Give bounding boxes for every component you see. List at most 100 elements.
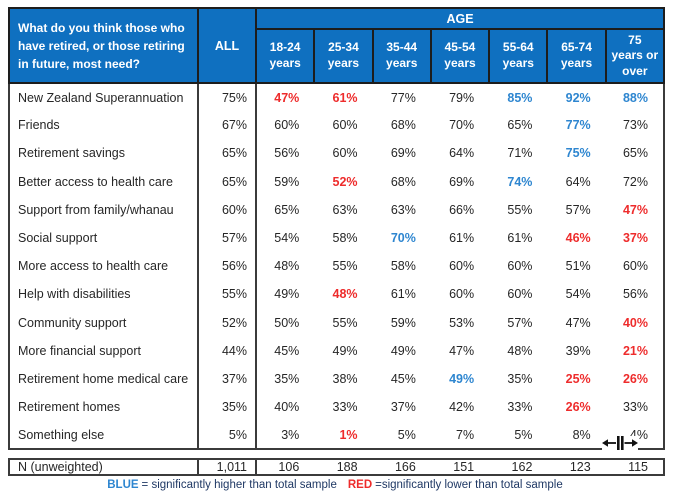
value-cell: 77% <box>390 90 416 105</box>
value-cell: 33% <box>622 400 648 415</box>
row-label: Retirement home medical care <box>18 371 189 386</box>
n-value-cell: 166 <box>394 460 416 474</box>
all-value-cell: 65% <box>197 139 257 168</box>
row-label: Help with disabilities <box>18 287 131 302</box>
table-row: Retirement homes 35% 40% 33% 37% 42% 33% 26% 33% <box>9 393 664 422</box>
all-value-cell: 67% <box>197 111 257 140</box>
table-row: New Zealand Superannuation 75% 47% 61% 77% 79… <box>9 83 664 112</box>
n-value-cell: 115 <box>628 460 648 474</box>
age-column-header-65-74: 65-74 years <box>546 28 607 84</box>
value-cell: 60% <box>274 118 300 133</box>
value-cell: 70% <box>390 231 416 246</box>
question-header: What do you think those who have retired… <box>8 7 199 84</box>
value-cell: 55% <box>332 259 358 274</box>
table-row: Help with disabilities 55% 49% 48% 61% 60% 60%… <box>9 280 664 309</box>
value-cell: 65% <box>622 146 648 161</box>
value-cell: 71% <box>507 146 533 161</box>
value-cell: 60% <box>507 259 533 274</box>
value-cell: 85% <box>507 90 533 105</box>
value-cell: 8% <box>572 427 591 442</box>
value-cell: 65% <box>507 118 533 133</box>
value-cell: 49% <box>449 371 475 386</box>
value-cell: 60% <box>449 287 475 302</box>
all-value-cell: 56% <box>197 252 257 281</box>
value-cell: 72% <box>622 174 648 189</box>
value-cell: 35% <box>507 371 533 386</box>
all-value-cell: 37% <box>197 364 257 394</box>
table-row: Friends 67% 60% 60% 68% 70% 65% 77% 73% <box>9 111 664 140</box>
value-cell: 58% <box>390 259 416 274</box>
value-cell: 64% <box>565 174 591 189</box>
value-cell: 70% <box>449 118 475 133</box>
value-cell: 92% <box>565 90 591 105</box>
value-cell: 68% <box>390 118 416 133</box>
value-cell: 63% <box>390 202 416 217</box>
n-all-value: 1,011 <box>198 459 257 475</box>
value-cell: 40% <box>622 315 648 330</box>
n-value-cell: 162 <box>511 460 533 474</box>
table-body: New Zealand Superannuation 75% 47% 61% 77% 79… <box>9 83 664 450</box>
row-label: More access to health care <box>18 259 169 274</box>
value-cell: 73% <box>622 118 648 133</box>
n-value-cell: 123 <box>569 460 591 474</box>
value-cell: 47% <box>565 315 591 330</box>
value-cell: 74% <box>507 174 533 189</box>
age-column-header-18-24: 18-24 years <box>254 28 316 84</box>
value-cell: 60% <box>332 118 358 133</box>
value-cell: 3% <box>281 427 300 442</box>
n-value-cell: 188 <box>336 460 358 474</box>
value-cell: 40% <box>274 400 300 415</box>
age-column-header-45-54: 45-54 years <box>429 28 491 84</box>
value-cell: 57% <box>507 315 533 330</box>
value-cell: 57% <box>565 202 591 217</box>
row-label: Retirement homes <box>18 400 121 415</box>
table-row: Retirement savings 65% 56% 60% 69% 64% 71% 75% 6… <box>9 139 664 168</box>
value-cell: 48% <box>507 343 533 358</box>
value-cell: 75% <box>565 146 591 161</box>
value-cell: 26% <box>622 371 648 386</box>
value-cell: 55% <box>507 202 533 217</box>
legend-red-label: RED <box>347 479 373 491</box>
row-label: Support from family/whanau <box>18 202 174 217</box>
significance-legend: BLUE = significantly higher than total sa… <box>8 479 665 491</box>
all-value-cell: 57% <box>197 223 257 253</box>
value-cell: 60% <box>622 259 648 274</box>
value-cell: 45% <box>390 371 416 386</box>
all-value-cell: 35% <box>197 393 257 422</box>
value-cell: 39% <box>565 343 591 358</box>
value-cell: 66% <box>449 202 475 217</box>
row-label: Social support <box>18 231 98 246</box>
table-row: Retirement home medical care 37% 35% 38% 45%… <box>9 364 664 394</box>
value-cell: 21% <box>622 343 648 358</box>
value-cell: 25% <box>565 371 591 386</box>
value-cell: 64% <box>449 146 475 161</box>
row-label: Better access to health care <box>18 174 173 189</box>
value-cell: 47% <box>274 90 300 105</box>
value-cell: 54% <box>565 287 591 302</box>
value-cell: 35% <box>274 371 300 386</box>
table-row: Something else 5% 3% 1% 5% 7% 5% 8% 4% <box>9 421 664 450</box>
row-label: Retirement savings <box>18 146 125 161</box>
column-resize-cursor-icon[interactable] <box>602 434 638 452</box>
value-cell: 54% <box>274 231 300 246</box>
table-row: Community support 52% 50% 55% 59% 53% 57% 47% 40… <box>9 308 664 337</box>
value-cell: 77% <box>565 118 591 133</box>
value-cell: 68% <box>390 174 416 189</box>
row-label: Something else <box>18 427 105 442</box>
age-column-header-75-over: 75 years or over <box>604 28 666 84</box>
results-table: What do you think those who have retired… <box>8 7 666 451</box>
all-value-cell: 55% <box>197 280 257 309</box>
all-value-cell: 65% <box>197 167 257 196</box>
legend-red-text: =significantly lower than total sample <box>375 479 563 491</box>
n-value-cell: 106 <box>278 460 300 474</box>
value-cell: 37% <box>622 231 648 246</box>
value-cell: 61% <box>507 231 533 246</box>
value-cell: 52% <box>332 174 358 189</box>
value-cell: 48% <box>332 287 358 302</box>
value-cell: 46% <box>565 231 591 246</box>
value-cell: 26% <box>565 400 591 415</box>
table-row: Support from family/whanau 60% 65% 63% 63% 66… <box>9 195 664 224</box>
value-cell: 51% <box>565 259 591 274</box>
value-cell: 33% <box>332 400 358 415</box>
